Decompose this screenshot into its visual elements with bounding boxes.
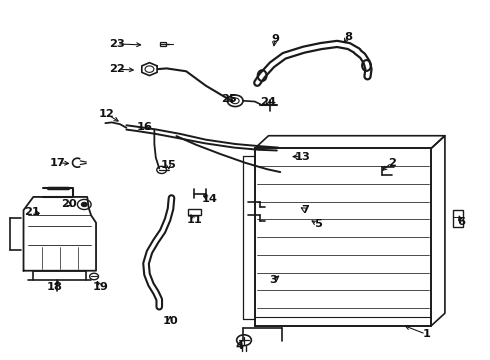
Text: 12: 12 [99,109,115,120]
Text: 8: 8 [344,32,352,42]
Text: 11: 11 [187,215,203,225]
Text: 23: 23 [109,39,124,49]
Text: 4: 4 [235,341,243,351]
Text: 20: 20 [61,199,76,210]
Text: 9: 9 [271,34,279,44]
Text: 18: 18 [47,282,63,292]
Text: 25: 25 [221,94,237,104]
Text: 17: 17 [50,158,66,168]
Bar [453,210,463,227]
Text: 16: 16 [137,122,152,132]
Bar [188,209,201,215]
Text: 6: 6 [458,217,466,228]
Text: 5: 5 [314,219,321,229]
Circle shape [81,202,87,207]
Text: 10: 10 [163,316,178,326]
Text: 2: 2 [388,158,396,168]
Text: 24: 24 [261,96,276,107]
Text: 13: 13 [295,152,311,162]
Text: 15: 15 [161,160,177,170]
Text: 22: 22 [109,64,124,74]
Text: 3: 3 [270,275,277,285]
Text: 19: 19 [93,282,108,292]
Text: 21: 21 [24,207,40,217]
Text: 14: 14 [202,194,218,204]
Text: 1: 1 [422,329,430,339]
Text: 7: 7 [301,204,309,215]
Bar [160,42,166,46]
